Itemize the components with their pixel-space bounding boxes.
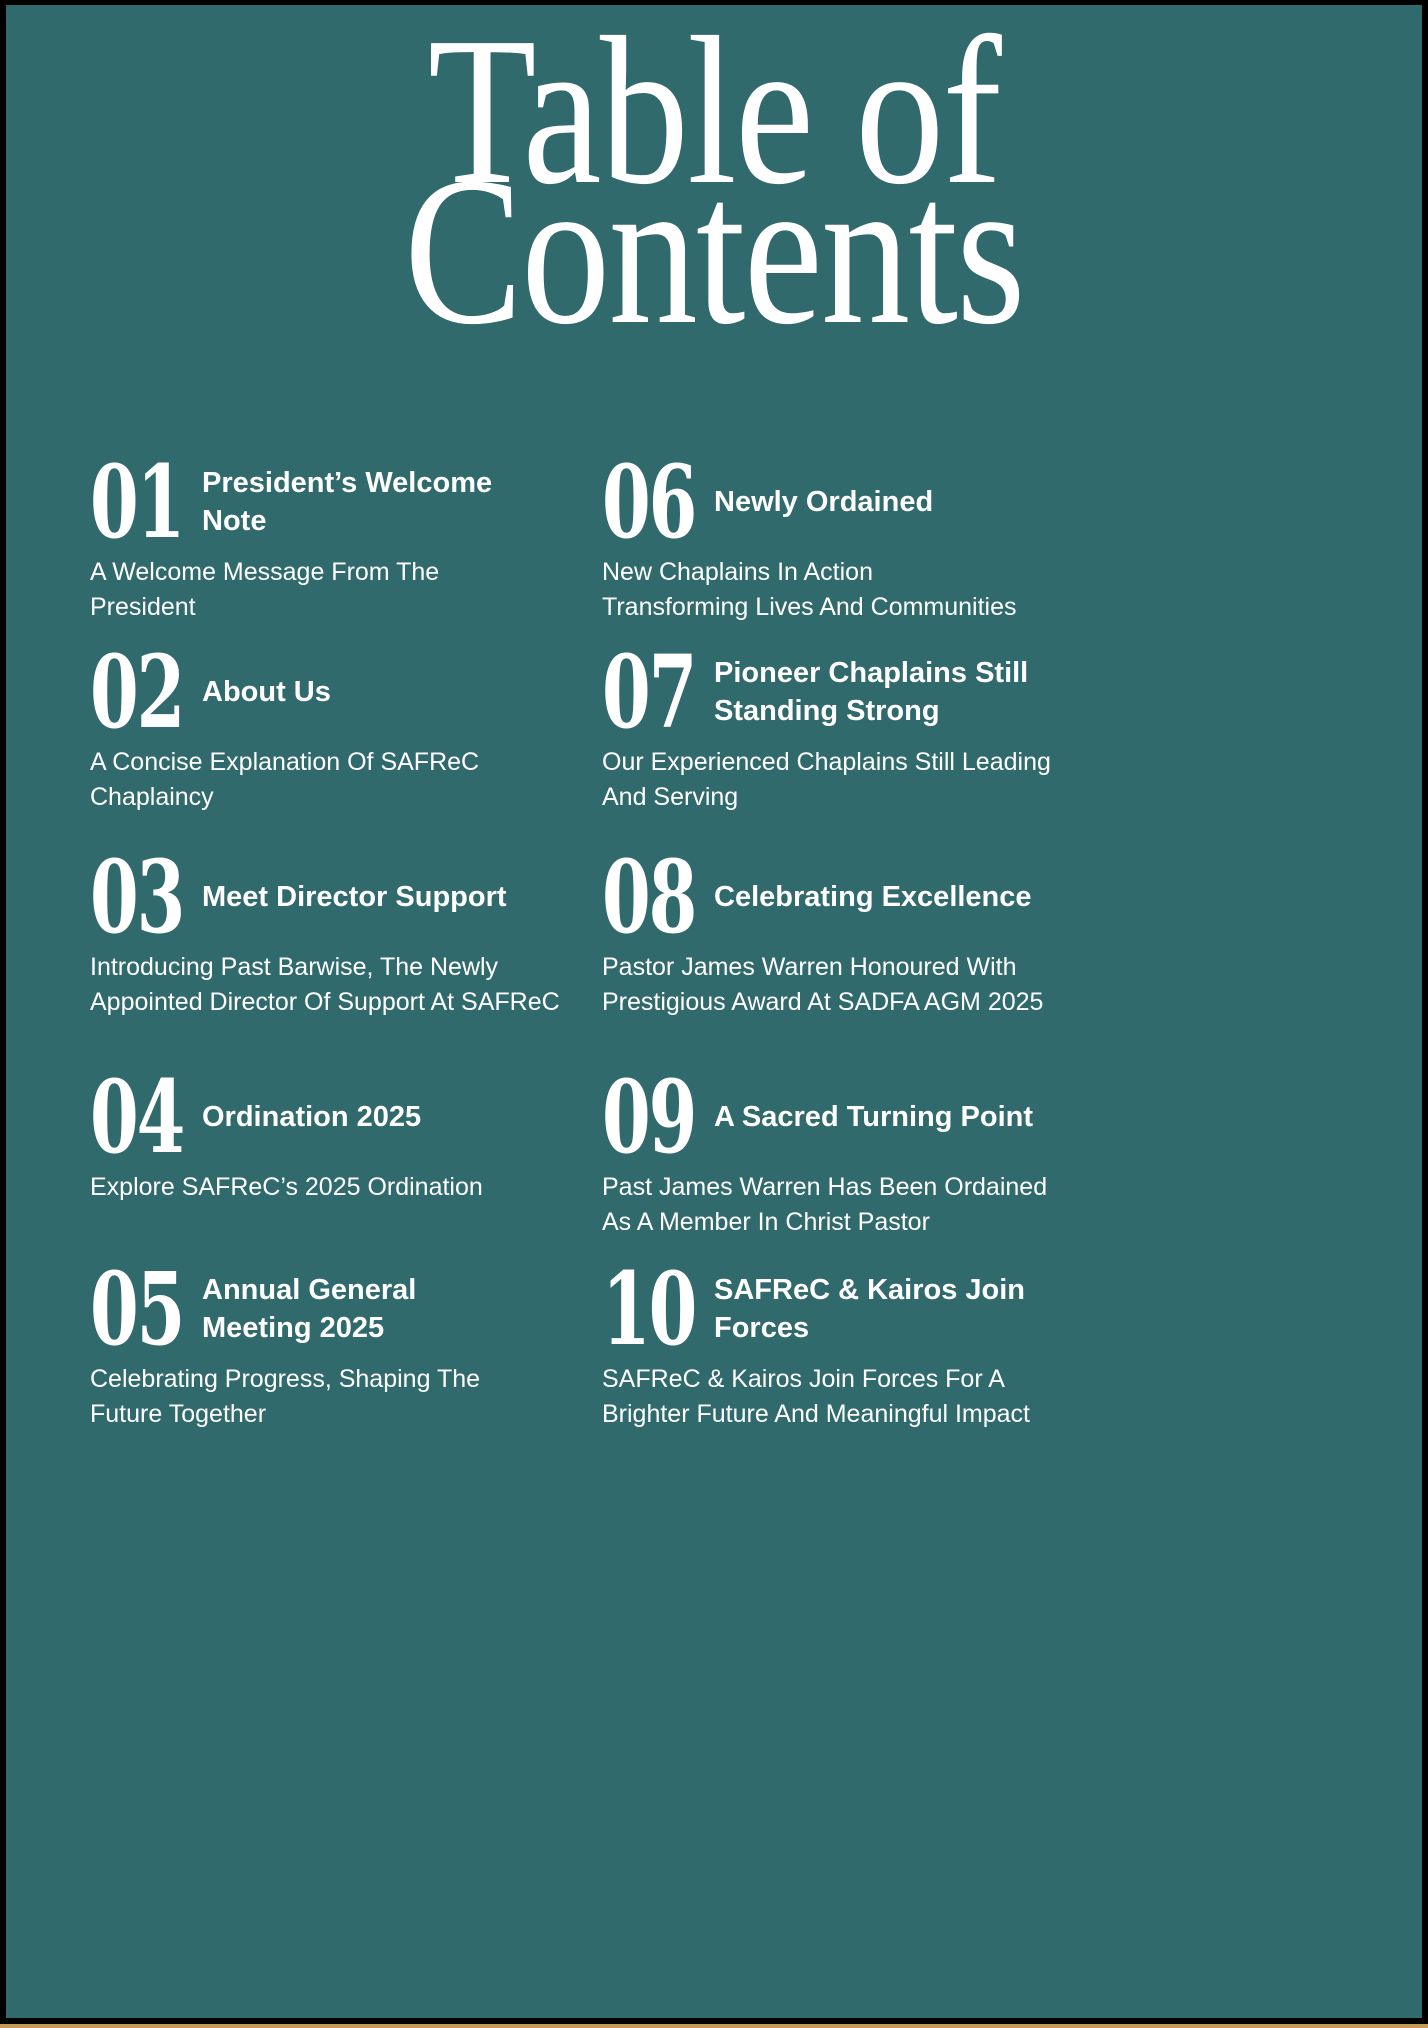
entry-header: 05 Annual General Meeting 2025	[90, 1250, 564, 1368]
entry-description: A Concise Explanation Of SAFReC Chaplain…	[90, 748, 480, 811]
page-title-line-2: Contents	[404, 132, 1025, 368]
entry-header: 07 Pioneer Chaplains Still Standing Stro…	[602, 633, 1076, 751]
entry-description: Our Experienced Chaplains Still Leading …	[602, 748, 1051, 811]
entry-number: 02	[90, 633, 185, 751]
entry-header: 02 About Us	[90, 633, 564, 751]
entry-number: 08	[602, 838, 697, 956]
entry-header: 06 Newly Ordained	[602, 443, 1076, 561]
entry-number: 04	[90, 1058, 185, 1176]
entry-description: Celebrating Progress, Shaping The Future…	[90, 1365, 481, 1428]
entry-number-box: 08	[602, 838, 714, 956]
entry-number-box: 02	[90, 633, 202, 751]
toc-entry-08: 08 Celebrating Excellence Pastor James W…	[602, 838, 1076, 1075]
entry-number-box: 06	[602, 443, 714, 561]
toc-grid: 01 President’s Welcome Note A Welcome Me…	[90, 443, 1076, 1431]
entry-description: Introducing Past Barwise, The Newly Appo…	[90, 953, 560, 1016]
entry-title: SAFReC & Kairos Join Forces	[714, 1274, 1025, 1344]
entry-title: Meet Director Support	[202, 880, 507, 913]
entry-description: SAFReC & Kairos Join Forces For A Bright…	[602, 1365, 1031, 1428]
entry-number: 01	[90, 443, 185, 561]
entry-title: A Sacred Turning Point	[714, 1100, 1034, 1133]
entry-title: Ordination 2025	[202, 1100, 422, 1133]
entry-title: About Us	[202, 675, 331, 708]
entry-number: 06	[602, 443, 697, 561]
toc-page: Table of Contents 01 President’s Welcome…	[6, 5, 1422, 2018]
entry-description: New Chaplains In Action Transforming Liv…	[602, 558, 1017, 621]
entry-header: 08 Celebrating Excellence	[602, 838, 1076, 956]
entry-header: 01 President’s Welcome Note	[90, 443, 564, 561]
entry-title: Newly Ordained	[714, 485, 934, 518]
entry-number-box: 07	[602, 633, 714, 751]
toc-entry-03: 03 Meet Director Support Introducing Pas…	[90, 838, 564, 1075]
toc-entry-06: 06 Newly Ordained New Chaplains In Actio…	[602, 443, 1076, 650]
page-edge-strip	[0, 2024, 1428, 2028]
page-title: Table of Contents	[119, 5, 1308, 368]
entry-title: Pioneer Chaplains Still Standing Strong	[714, 657, 1029, 727]
entry-number: 03	[90, 838, 185, 956]
entry-header: 04 Ordination 2025	[90, 1058, 564, 1176]
entry-description: Explore SAFReC’s 2025 Ordination	[90, 1173, 483, 1201]
toc-entry-05: 05 Annual General Meeting 2025 Celebrati…	[90, 1250, 564, 1431]
entry-number: 10	[602, 1250, 697, 1368]
entry-number: 09	[602, 1058, 697, 1176]
entry-header: 10 SAFReC & Kairos Join Forces	[602, 1250, 1076, 1368]
entry-description: Pastor James Warren Honoured With Presti…	[602, 953, 1044, 1016]
toc-entry-09: 09 A Sacred Turning Point Past James War…	[602, 1058, 1076, 1267]
entry-number-box: 03	[90, 838, 202, 956]
entry-number-box: 04	[90, 1058, 202, 1176]
toc-entry-04: 04 Ordination 2025 Explore SAFReC’s 2025…	[90, 1058, 564, 1267]
toc-entry-07: 07 Pioneer Chaplains Still Standing Stro…	[602, 633, 1076, 855]
entry-number-box: 05	[90, 1250, 202, 1368]
entry-title: President’s Welcome Note	[202, 467, 493, 537]
toc-entry-01: 01 President’s Welcome Note A Welcome Me…	[90, 443, 564, 650]
entry-number-box: 09	[602, 1058, 714, 1176]
entry-number: 05	[90, 1250, 185, 1368]
entry-description: A Welcome Message From The President	[90, 558, 440, 621]
entry-number: 07	[602, 633, 697, 751]
entry-number-box: 01	[90, 443, 202, 561]
entry-header: 09 A Sacred Turning Point	[602, 1058, 1076, 1176]
entry-title: Annual General Meeting 2025	[202, 1274, 417, 1344]
toc-entry-10: 10 SAFReC & Kairos Join Forces SAFReC & …	[602, 1250, 1076, 1431]
entry-description: Past James Warren Has Been Ordained As A…	[602, 1173, 1048, 1236]
entry-header: 03 Meet Director Support	[90, 838, 564, 956]
entry-title: Celebrating Excellence	[714, 880, 1032, 913]
entry-number-box: 10	[602, 1250, 714, 1368]
toc-entry-02: 02 About Us A Concise Explanation Of SAF…	[90, 633, 564, 855]
